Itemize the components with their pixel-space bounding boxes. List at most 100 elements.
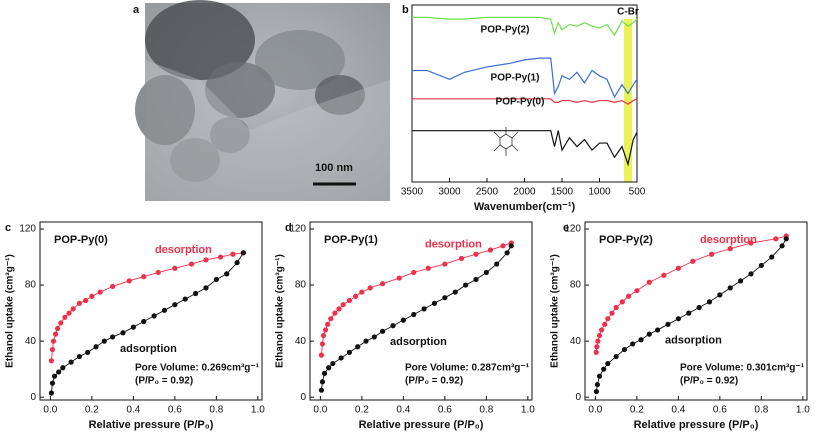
x-tick-label: 0.0 bbox=[313, 405, 327, 416]
data-point bbox=[748, 240, 754, 246]
data-point bbox=[473, 276, 479, 283]
data-point bbox=[483, 269, 489, 276]
data-point bbox=[494, 261, 500, 267]
highlight-band bbox=[624, 19, 632, 182]
data-point bbox=[330, 360, 336, 367]
y-axis-label: Ethanol uptake (cm³g⁻¹) bbox=[275, 254, 286, 368]
x-tick-label: 1500 bbox=[551, 187, 574, 198]
data-point bbox=[602, 321, 608, 327]
x-tick-label: 0.6 bbox=[168, 405, 182, 416]
data-point bbox=[758, 262, 764, 269]
data-point bbox=[49, 380, 56, 386]
series-line bbox=[412, 16, 638, 37]
data-point bbox=[161, 307, 168, 313]
data-point bbox=[203, 285, 209, 291]
data-point bbox=[319, 341, 326, 347]
y-tick-label: 40 bbox=[295, 336, 307, 347]
data-point bbox=[70, 306, 76, 312]
data-point bbox=[141, 274, 147, 280]
data-point bbox=[686, 310, 692, 316]
y-axis-label: Ethanol uptake (cm³g⁻¹) bbox=[550, 254, 561, 368]
data-point bbox=[727, 285, 733, 291]
series-label: POP-Py(2) bbox=[481, 25, 530, 36]
annotation: C-Br bbox=[617, 7, 639, 18]
data-point bbox=[425, 265, 431, 271]
data-point bbox=[355, 344, 361, 350]
x-tick-label: 3000 bbox=[438, 187, 461, 198]
x-tick-label: 2000 bbox=[513, 187, 536, 198]
data-point bbox=[224, 271, 230, 277]
data-point bbox=[773, 236, 779, 242]
x-tick-label: 0.4 bbox=[396, 405, 410, 416]
data-point bbox=[625, 293, 632, 299]
data-point bbox=[717, 292, 723, 298]
x-tick-label: 1000 bbox=[588, 187, 611, 198]
data-point bbox=[172, 302, 178, 308]
data-point bbox=[332, 310, 338, 316]
panel-label: e bbox=[563, 222, 569, 234]
data-point bbox=[594, 381, 601, 388]
y-tick-label: 80 bbox=[25, 280, 37, 291]
data-point bbox=[326, 365, 332, 371]
y-tick-label: 0 bbox=[30, 392, 36, 403]
data-point bbox=[500, 243, 506, 249]
data-point bbox=[696, 304, 702, 311]
data-point bbox=[217, 254, 224, 260]
data-point bbox=[595, 338, 601, 344]
data-point bbox=[594, 344, 600, 350]
data-point bbox=[141, 318, 147, 325]
data-point bbox=[783, 236, 789, 242]
y-tick-label: 0 bbox=[300, 392, 306, 403]
data-point bbox=[675, 265, 681, 271]
data-point bbox=[646, 331, 652, 337]
data-point bbox=[110, 283, 116, 290]
panel-label: c bbox=[5, 222, 11, 234]
data-point bbox=[400, 317, 406, 323]
data-point bbox=[463, 282, 469, 288]
x-tick-label: 0.8 bbox=[754, 405, 768, 416]
data-point bbox=[49, 346, 56, 353]
data-point bbox=[48, 390, 55, 396]
data-point bbox=[234, 260, 240, 266]
data-point bbox=[325, 321, 331, 327]
annotation: Pore Volume: 0.301cm³g⁻¹ bbox=[680, 363, 805, 374]
y-tick-label: 80 bbox=[570, 280, 582, 291]
x-tick-label: 0.0 bbox=[588, 405, 602, 416]
data-point bbox=[182, 296, 188, 302]
data-point bbox=[172, 265, 178, 271]
data-point bbox=[411, 269, 417, 276]
data-point bbox=[76, 300, 83, 306]
tem-image: 100 nm bbox=[135, 0, 390, 201]
data-point bbox=[48, 358, 55, 364]
data-point bbox=[151, 313, 157, 319]
data-point bbox=[665, 321, 671, 327]
y-axis-label: Ethanol uptake (cm³g⁻¹) bbox=[5, 254, 16, 368]
x-axis-label: Relative pressure (P/P₀) bbox=[359, 419, 484, 431]
data-point bbox=[661, 272, 667, 278]
data-point bbox=[613, 353, 619, 360]
data-point bbox=[97, 289, 103, 295]
series-line bbox=[412, 130, 638, 167]
x-tick-label: 0.6 bbox=[713, 405, 727, 416]
annotation: Pore Volume: 0.269cm³g⁻¹ bbox=[135, 363, 260, 374]
data-point bbox=[89, 293, 95, 299]
data-point bbox=[55, 325, 61, 332]
data-point bbox=[359, 289, 365, 295]
data-point bbox=[396, 275, 402, 281]
y-tick-label: 80 bbox=[295, 280, 307, 291]
data-point bbox=[66, 310, 72, 316]
data-point bbox=[336, 306, 342, 312]
x-tick-label: 2500 bbox=[476, 187, 499, 198]
series-label: adsorption bbox=[665, 335, 722, 347]
x-tick-label: 0.8 bbox=[209, 405, 223, 416]
data-point bbox=[634, 288, 640, 294]
data-point bbox=[380, 281, 386, 287]
data-point bbox=[120, 330, 126, 336]
annotation: (P/P₀ = 0.92) bbox=[405, 376, 463, 387]
series-line bbox=[412, 57, 638, 99]
x-tick-label: 3500 bbox=[401, 187, 424, 198]
x-tick-label: 1.0 bbox=[521, 405, 535, 416]
data-point bbox=[322, 327, 329, 333]
plot-frame bbox=[39, 221, 263, 401]
molecule-sketch bbox=[493, 127, 519, 156]
